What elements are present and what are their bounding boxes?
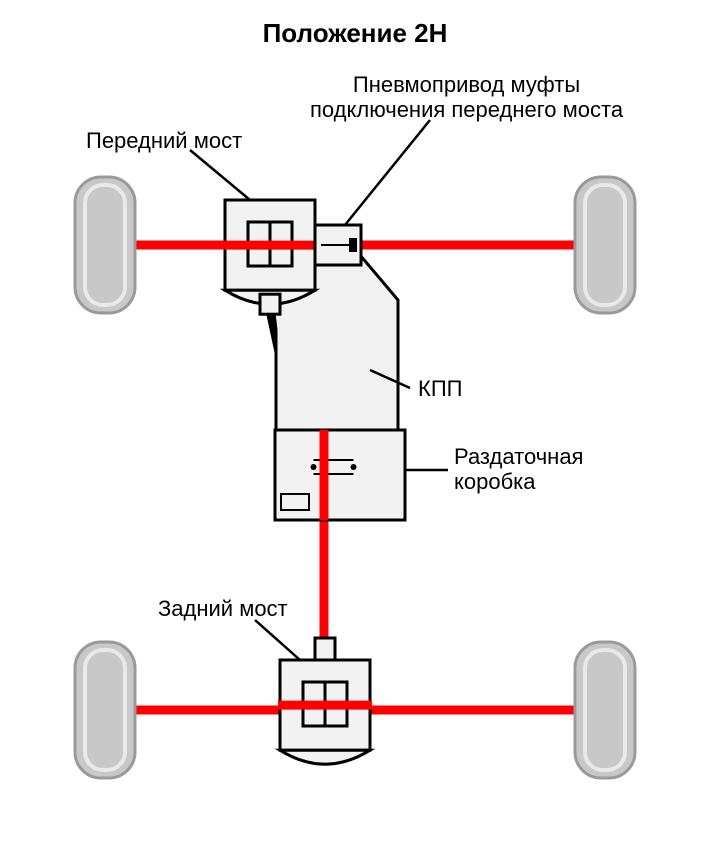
label-gearbox: КПП — [418, 376, 462, 401]
label-transfer-case: Раздаточная коробка — [454, 444, 583, 495]
label-rear-axle: Задний мост — [158, 596, 288, 621]
label-actuator: Пневмопривод муфты подключения переднего… — [310, 72, 623, 123]
diagram-canvas: Положение 2H Передний мост Пневмопривод … — [0, 0, 710, 846]
label-front-axle: Передний мост — [86, 128, 242, 153]
drivetrain-svg — [0, 0, 710, 846]
